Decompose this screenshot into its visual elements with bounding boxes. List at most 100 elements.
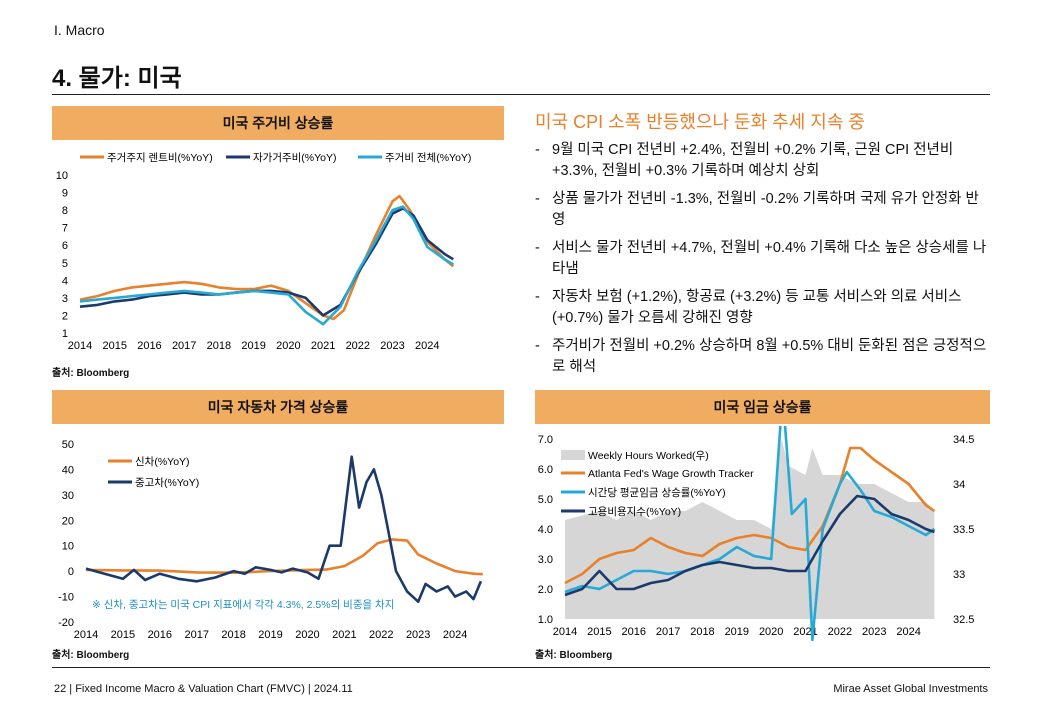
- y-tick-label: 7: [62, 223, 68, 235]
- y-tick-label: 0: [68, 566, 74, 578]
- series-line-atlanta: [564, 446, 936, 585]
- legend-label: Atlanta Fed's Wage Growth Tracker: [588, 468, 754, 480]
- footer-left: 22 | Fixed Income Macro & Valuation Char…: [54, 683, 353, 695]
- y2-tick-label: 34.5: [953, 434, 974, 446]
- series-line-new: [85, 538, 483, 576]
- x-tick-label: 2023: [380, 340, 404, 352]
- commentary-item: - 서비스 물가 전년비 +4.7%, 전월비 +0.4% 기록해 다소 높은 상…: [535, 240, 987, 277]
- x-tick-label: 2021: [311, 340, 335, 352]
- y-tick-label: 10: [62, 541, 74, 553]
- section-label: I. Macro: [54, 22, 105, 38]
- x-tick-label: 2020: [759, 626, 783, 638]
- x-tick-label: 2019: [725, 626, 749, 638]
- y-tick-label: 30: [62, 490, 74, 502]
- source-note-wages: 출처: Bloomberg: [535, 650, 613, 661]
- y-tick-label: 8: [62, 205, 68, 217]
- x-tick-label: 2016: [137, 340, 161, 352]
- wages-chart: 1.0 2.0 3.0 4.0 5.0 6.0 7.0 32.5 33 33.5 34 34.5 201…: [538, 426, 975, 642]
- x-tick-label: 2015: [102, 340, 126, 352]
- series-line-shelter: [79, 205, 454, 326]
- commentary-text: 자동차 보험 (+1.2%), 항공료 (+3.2%) 등 교통 서비스와 의료…: [552, 289, 962, 326]
- x-tick-label: 2018: [207, 340, 231, 352]
- x-tick-label: 2018: [690, 626, 714, 638]
- series-line-eci: [564, 494, 935, 597]
- x-tick-label: 2017: [184, 629, 208, 641]
- x-tick-label: 2014: [553, 626, 577, 638]
- x-tick-label: 2024: [443, 629, 467, 641]
- y2-tick-label: 33.5: [953, 524, 974, 536]
- x-tick-label: 2014: [68, 340, 92, 352]
- autos-chart: -20 -10 0 10 20 30 40 50 2014 2015 2016 2017 2018 201…: [58, 439, 483, 641]
- series-line-rent: [79, 194, 455, 321]
- x-tick-label: 2020: [295, 629, 319, 641]
- wages-chart-lines: [564, 426, 936, 642]
- commentary-item: -9월 미국 CPI 전년비 +2.4%, 전월비 +0.2% 기록, 근원 C…: [535, 142, 954, 179]
- y-tick-label: 5: [62, 258, 68, 270]
- x-tick-label: 2020: [276, 340, 300, 352]
- x-tick-label: 2019: [241, 340, 265, 352]
- y-tick-label: 2.0: [538, 584, 553, 596]
- commentary-item: - 주거비가 전월비 +0.2% 상승하며 8월 +0.5% 대비 둔화된 점은 …: [535, 338, 987, 375]
- x-tick-label: 2017: [172, 340, 196, 352]
- y-tick-label: 3.0: [538, 554, 553, 566]
- legend-label: Weekly Hours Worked(우): [588, 450, 709, 462]
- chart-title-autos: 미국 자동차 가격 상승률: [52, 390, 504, 424]
- page-title: 4. 물가: 미국: [52, 65, 182, 92]
- x-tick-label: 2022: [346, 340, 370, 352]
- y-tick-label: 1: [62, 328, 68, 340]
- wages-chart-axes: 1.0 2.0 3.0 4.0 5.0 6.0 7.0 32.5 33 33.5 34 34.5 201…: [538, 434, 975, 638]
- y-tick-label: 4.0: [538, 524, 553, 536]
- commentary-item: - 자동차 보험 (+1.2%), 항공료 (+3.2%) 등 교통 서비스와 의…: [535, 289, 962, 326]
- footer-right: Mirae Asset Global Investments: [833, 683, 988, 695]
- commentary-text: 9월 미국 CPI 전년비 +2.4%, 전월비 +0.2% 기록, 근원 CP…: [552, 142, 954, 179]
- x-tick-label: 2015: [587, 626, 611, 638]
- y-tick-label: -20: [58, 617, 74, 629]
- x-tick-label: 2016: [148, 629, 172, 641]
- autos-chart-axes: -20 -10 0 10 20 30 40 50 2014 2015 2016 2017 2018 201…: [58, 439, 467, 641]
- shelter-chart-axes: 1 2 3 4 5 6 7 8 9 10 2014 2015 2016 2017 2018 2019 2020 2…: [56, 170, 440, 352]
- series-line-hourly: [564, 426, 936, 642]
- legend-label: 주거주지 렌트비(%YoY): [107, 152, 213, 164]
- y-tick-label: 4: [62, 275, 68, 287]
- series-area-hours: [565, 439, 935, 619]
- legend-swatch: [561, 450, 585, 460]
- y2-tick-label: 34: [953, 479, 965, 491]
- shelter-chart-lines: [79, 194, 455, 326]
- commentary-title: 미국 CPI 소폭 반등했으나 둔화 추세 지속 중: [535, 112, 865, 132]
- y-tick-label: 10: [56, 170, 68, 182]
- shelter-chart-legend: 주거주지 렌트비(%YoY) 자가거주비(%YoY) 주거비 전체(%YoY): [80, 152, 471, 164]
- legend-label: 주거비 전체(%YoY): [385, 152, 471, 164]
- title-divider: [52, 94, 990, 95]
- x-tick-label: 2014: [74, 629, 98, 641]
- x-tick-label: 2021: [332, 629, 356, 641]
- legend-label: 중고차(%YoY): [135, 477, 199, 489]
- legend-label: 시간당 평균임금 상승률(%YoY): [588, 486, 726, 499]
- commentary-text: 서비스 물가 전년비 +4.7%, 전월비 +0.4% 기록해 다소 높은 상승…: [552, 240, 987, 277]
- commentary-item: - 상품 물가가 전년비 -1.3%, 전월비 -0.2% 기록하며 국제 유가 …: [535, 191, 979, 228]
- wages-chart-legend: Weekly Hours Worked(우) Atlanta Fed's Wage…: [561, 450, 754, 518]
- chart-title-wages: 미국 임금 상승률: [535, 390, 990, 424]
- commentary-list: -9월 미국 CPI 전년비 +2.4%, 전월비 +0.2% 기록, 근원 C…: [535, 140, 990, 385]
- x-tick-label: 2018: [221, 629, 245, 641]
- y-tick-label: 6.0: [538, 464, 553, 476]
- chart-title-shelter: 미국 주거비 상승률: [52, 106, 504, 140]
- footer-divider: [52, 667, 990, 668]
- x-tick-label: 2024: [896, 626, 920, 638]
- y-tick-label: 5.0: [538, 494, 553, 506]
- y-tick-label: 50: [62, 439, 74, 451]
- y-tick-label: 3: [62, 293, 68, 305]
- legend-label: 자가거주비(%YoY): [253, 152, 337, 164]
- autos-chart-legend: 신차(%YoY) 중고차(%YoY): [108, 456, 199, 489]
- legend-label: 신차(%YoY): [135, 456, 190, 468]
- x-tick-label: 2017: [656, 626, 680, 638]
- y2-tick-label: 32.5: [953, 614, 974, 626]
- commentary-text: 주거비가 전월비 +0.2% 상승하며 8월 +0.5% 대비 둔화된 점은 긍…: [552, 338, 987, 375]
- x-tick-label: 2023: [862, 626, 886, 638]
- y-tick-label: 9: [62, 188, 68, 200]
- legend-label: 고용비용지수(%YoY): [588, 506, 681, 518]
- commentary-text: 상품 물가가 전년비 -1.3%, 전월비 -0.2% 기록하며 국제 유가 안…: [552, 191, 979, 228]
- x-tick-label: 2024: [415, 340, 439, 352]
- autos-chart-note: ※ 신차, 중고차는 미국 CPI 지표에서 각각 4.3%, 2.5%의 비중…: [92, 599, 394, 611]
- y-tick-label: 7.0: [538, 434, 553, 446]
- y2-tick-label: 33: [953, 569, 965, 581]
